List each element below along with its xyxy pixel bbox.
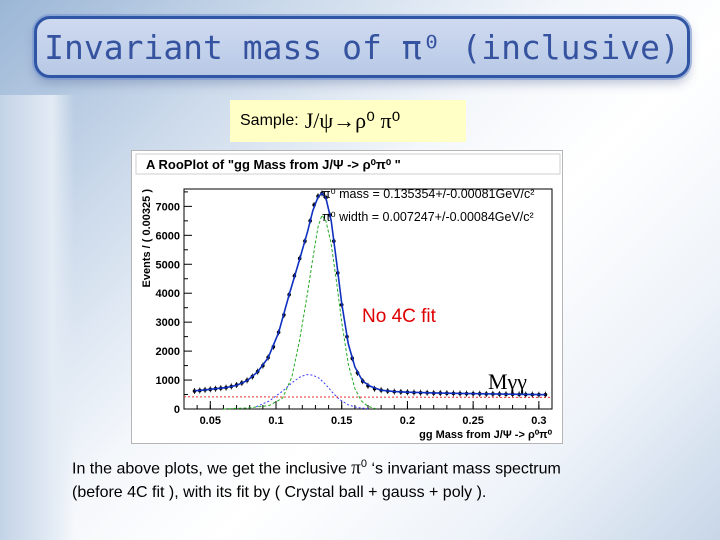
annotation-pi0-mass: π⁰ mass = 0.135354+/-0.00081GeV/c²	[322, 187, 534, 201]
y-tick-label: 3000	[156, 317, 180, 329]
y-tick-label: 2000	[156, 346, 180, 358]
y-tick-label: 6000	[156, 230, 180, 242]
y-tick-label: 1000	[156, 375, 180, 387]
x-tick-label: 0.05	[200, 415, 221, 427]
caption-line-2: (before 4C fit ), with its fit by ( Crys…	[72, 484, 487, 502]
caption-pi-sup: 0	[360, 458, 368, 470]
slide-title: Invariant mass of π⁰ (inclusive)	[44, 27, 680, 67]
annotation-mgg: Mγγ	[488, 369, 527, 394]
x-tick-label: 0.3	[531, 415, 546, 427]
fit-curve-gauss	[256, 374, 369, 410]
annotation-no-4c-fit: No 4C fit	[362, 306, 437, 327]
chart-title: A RooPlot of "gg Mass from J/Ψ -> ρ⁰π⁰ "	[146, 157, 401, 172]
plot-area	[183, 188, 553, 410]
caption-line-1: In the above plots, we get the inclusive…	[72, 452, 692, 481]
caption: In the above plots, we get the inclusive…	[72, 452, 692, 505]
fit-curve-poly	[183, 396, 553, 398]
caption-text-2: ‘s invariant mass spectrum	[371, 460, 561, 478]
x-tick-label: 0.1	[268, 415, 283, 427]
plot-frame: A RooPlot of "gg Mass from J/Ψ -> ρ⁰π⁰ "…	[131, 150, 563, 444]
fit-curve-total-fit	[194, 192, 546, 396]
invariant-mass-chart: A RooPlot of "gg Mass from J/Ψ -> ρ⁰π⁰ "…	[135, 153, 561, 441]
sample-label: Sample:	[240, 112, 299, 129]
left-decoration	[0, 95, 75, 540]
x-tick-label: 0.15	[331, 415, 352, 427]
chart-title-box	[135, 153, 561, 175]
y-axis-label: Events / ( 0.00325 )	[141, 189, 153, 288]
annotation-pi0-width: π⁰ width = 0.007247+/-0.00084GeV/c²	[322, 210, 534, 224]
x-tick-label: 0.25	[462, 415, 483, 427]
caption-text-1: In the above plots, we get the inclusive	[72, 460, 347, 478]
slide-title-box: Invariant mass of π⁰ (inclusive)	[34, 16, 690, 78]
x-tick-label: 0.2	[400, 415, 415, 427]
sample-decay: J/ψ→ρ⁰ π⁰	[304, 108, 401, 133]
y-tick-label: 5000	[156, 259, 180, 271]
y-tick-label: 0	[174, 404, 180, 416]
y-tick-label: 4000	[156, 288, 180, 300]
data-point	[543, 392, 548, 397]
sample-box: Sample: J/ψ→ρ⁰ π⁰	[230, 100, 466, 142]
fit-curve-crystal-ball	[223, 213, 377, 410]
y-tick-label: 7000	[156, 201, 180, 213]
x-axis-label: gg Mass from J/Ψ -> ρ⁰π⁰	[419, 429, 552, 441]
caption-pi: π	[351, 457, 361, 479]
